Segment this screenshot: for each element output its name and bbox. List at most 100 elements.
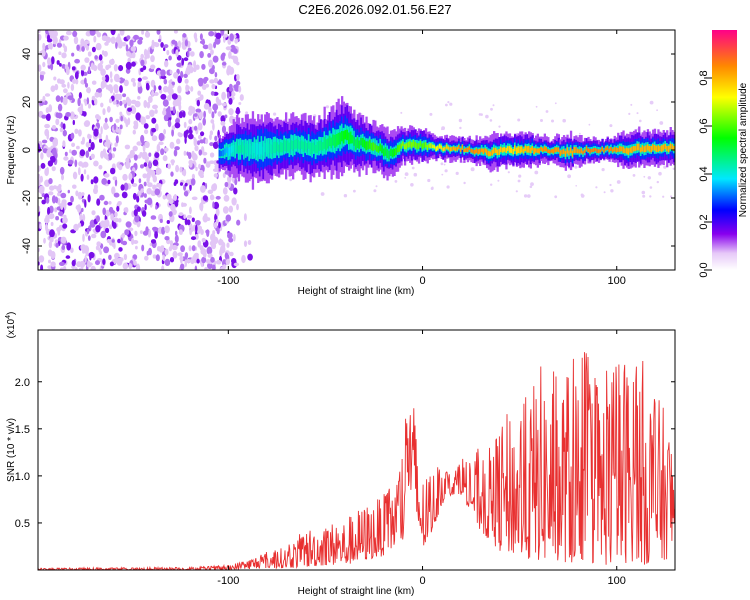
noise-speckle: [222, 187, 228, 195]
noise-speckle: [80, 64, 86, 71]
ridge-cell: [230, 145, 234, 154]
ridge-cell: [620, 146, 623, 152]
ridge-cell: [592, 148, 595, 152]
noise-speckle: [69, 111, 75, 120]
noise-speckle: [224, 114, 228, 119]
noise-speckle: [48, 191, 54, 196]
noise-speckle: [80, 173, 84, 182]
noise-speckle: [50, 251, 56, 259]
noise-speckle: [216, 227, 220, 235]
noise-speckle: [50, 156, 56, 161]
faint-speckle: [470, 167, 475, 172]
noise-speckle: [125, 161, 131, 169]
noise-speckle: [127, 117, 131, 125]
noise-speckle: [221, 125, 227, 134]
noise-speckle: [174, 146, 180, 151]
ridge-cell: [604, 147, 608, 151]
noise-speckle: [209, 68, 215, 75]
ridge-cell: [535, 148, 538, 153]
noise-speckle: [117, 201, 122, 206]
noise-speckle: [58, 261, 65, 266]
noise-speckle: [235, 80, 241, 86]
faint-speckle: [562, 118, 566, 123]
noise-speckle: [180, 263, 185, 270]
ridge-cell: [327, 138, 330, 149]
noise-speckle: [183, 214, 187, 220]
noise-speckle: [87, 51, 92, 57]
noise-speckle: [101, 35, 108, 42]
ridge-cell: [608, 148, 611, 153]
noise-speckle: [48, 240, 53, 249]
ridge-cell: [232, 145, 235, 152]
noise-speckle: [131, 106, 137, 114]
noise-speckle: [80, 69, 85, 77]
noise-speckle: [212, 103, 219, 111]
faint-speckle: [404, 172, 409, 177]
noise-speckle: [125, 61, 132, 70]
noise-speckle: [190, 86, 194, 92]
ridge-cell: [562, 149, 566, 154]
noise-speckle: [227, 175, 232, 183]
noise-speckle: [99, 138, 103, 143]
snr-chart: -100 0 100 0.5 1.0 1.5 2.0 Height of straight …: [5, 312, 676, 597]
faint-speckle: [554, 195, 558, 199]
noise-speckle: [247, 240, 252, 245]
noise-speckle: [96, 32, 102, 38]
noise-speckle: [158, 141, 164, 146]
ridge-cell: [442, 147, 445, 152]
noise-speckle: [160, 245, 165, 250]
noise-speckle: [137, 77, 142, 82]
noise-speckle: [57, 103, 63, 112]
noise-speckle: [141, 30, 145, 35]
colorbar: 0.0 0.2 0.4 0.6 0.8 Normalized spectral ampl…: [698, 30, 749, 278]
ridge-cell: [265, 143, 269, 153]
noise-speckle: [197, 122, 203, 131]
noise-speckle: [176, 62, 182, 68]
noise-speckle: [74, 159, 78, 168]
noise-speckle: [60, 121, 64, 129]
noise-speckle: [38, 34, 42, 41]
noise-speckle: [243, 213, 247, 222]
noise-speckle: [110, 78, 113, 83]
noise-speckle: [95, 225, 101, 233]
noise-speckle: [81, 192, 85, 196]
noise-speckle: [55, 118, 60, 126]
noise-speckle: [131, 51, 136, 59]
noise-speckle: [162, 155, 168, 162]
noise-speckle: [220, 266, 225, 270]
noise-speckle: [87, 194, 91, 203]
noise-speckle: [45, 107, 50, 114]
ridge-cell: [613, 147, 616, 152]
noise-speckle: [45, 113, 51, 121]
faint-speckle: [632, 174, 636, 177]
ridge-cell: [631, 146, 634, 154]
ridge-cell: [468, 146, 471, 150]
noise-speckle: [208, 59, 213, 68]
noise-speckle: [85, 150, 90, 158]
noise-speckle: [84, 100, 88, 106]
noise-speckle: [69, 149, 72, 154]
noise-speckle: [236, 203, 239, 211]
noise-speckle: [125, 50, 132, 57]
noise-speckle: [162, 99, 169, 107]
noise-speckle: [183, 57, 189, 62]
noise-speckle: [88, 251, 95, 259]
noise-speckle: [98, 54, 103, 61]
noise-speckle: [38, 64, 42, 72]
noise-speckle: [222, 172, 226, 178]
noise-speckle: [79, 260, 86, 268]
noise-speckle: [180, 70, 184, 78]
noise-speckle: [197, 140, 200, 146]
ridge-cell: [669, 143, 672, 150]
noise-speckle: [212, 122, 215, 131]
faint-speckle: [455, 171, 459, 175]
noise-speckle: [91, 46, 96, 53]
ridge-cell: [412, 140, 415, 147]
faint-speckle: [289, 178, 293, 182]
ridge-cell: [384, 147, 387, 156]
noise-speckle: [134, 100, 141, 108]
noise-speckle: [168, 55, 172, 61]
noise-speckle: [175, 118, 180, 124]
noise-speckle: [228, 205, 233, 213]
ridge-cell: [456, 146, 459, 151]
